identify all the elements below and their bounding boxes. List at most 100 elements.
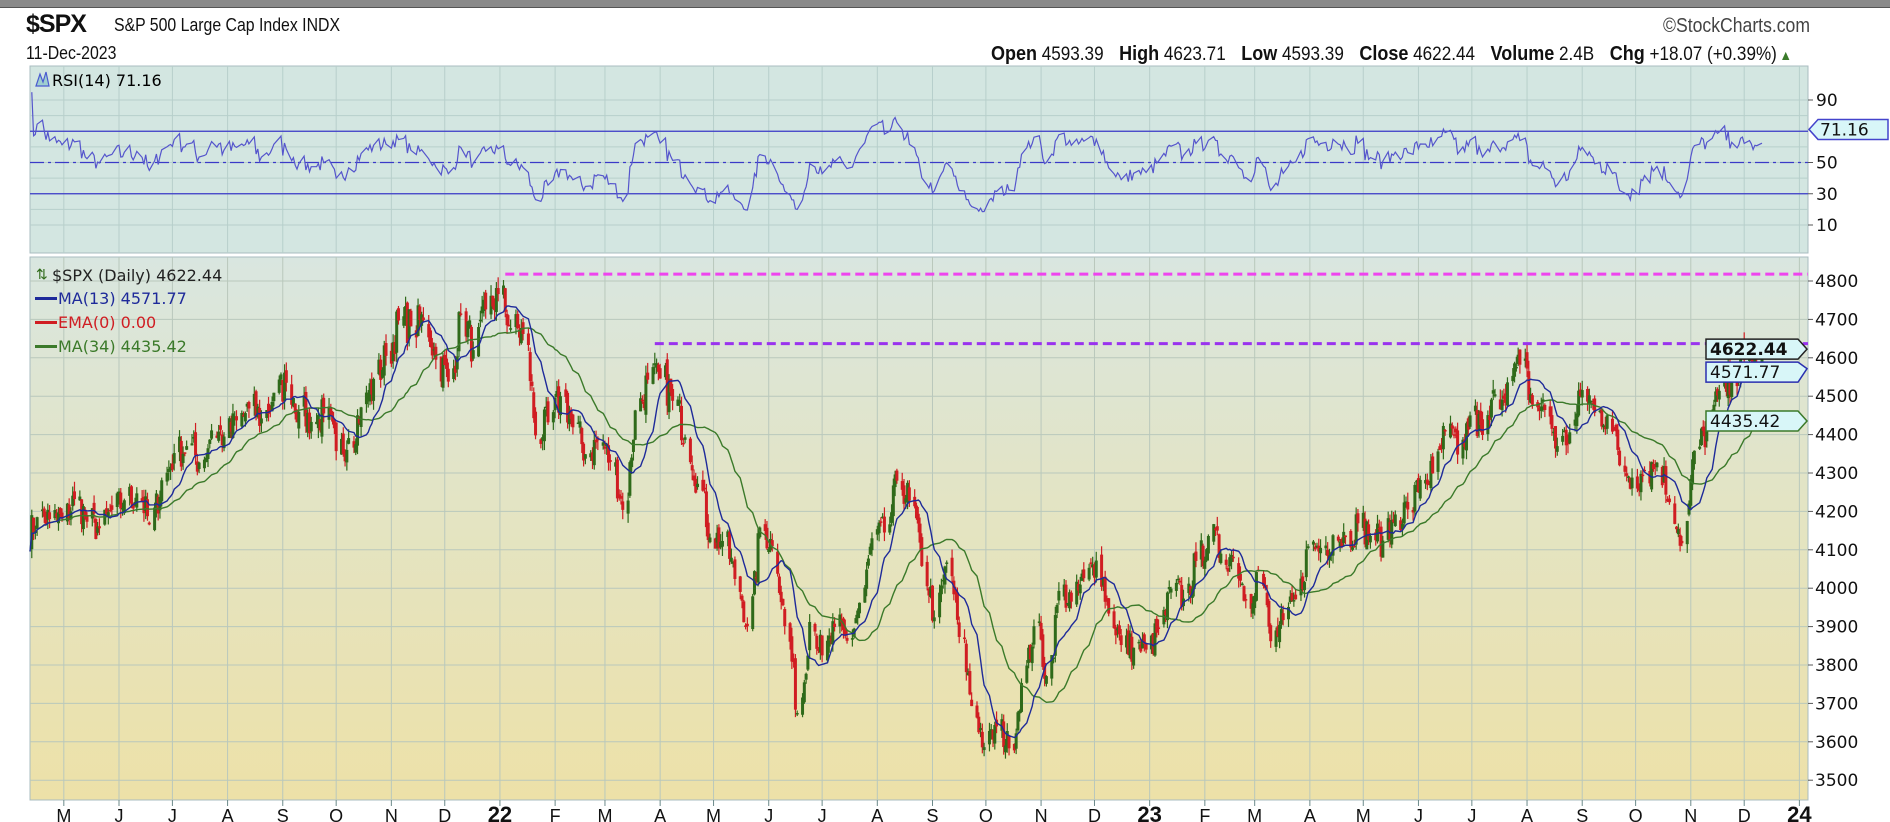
candle-body [377, 359, 381, 375]
x-tick-label: N [1684, 806, 1697, 822]
candle-body [825, 640, 829, 661]
candle-body [395, 311, 399, 353]
candle-body [259, 418, 263, 424]
candle-body [1219, 553, 1223, 564]
ma34-swatch [35, 345, 57, 348]
candle-body [1267, 600, 1271, 627]
candle-body [493, 306, 497, 311]
candle-body [384, 343, 388, 356]
candle-body [1564, 429, 1568, 446]
candle-body [1027, 647, 1031, 663]
candle-body [484, 292, 488, 310]
candle-body [108, 509, 112, 512]
candle-body [818, 634, 822, 653]
x-tick-label: M [1247, 806, 1262, 822]
candle-body [364, 392, 368, 405]
candle-body [1064, 584, 1068, 608]
candle-body [329, 407, 333, 414]
candle-body [1625, 473, 1629, 476]
candle-body [580, 428, 584, 445]
candle-body [815, 635, 819, 649]
axes: M J J A S O N D 22 F M A M J J A S O N D 23 F M A M J J A S O N D 24 4800… [56, 91, 1858, 822]
candle-body [546, 401, 550, 423]
candle-body [482, 299, 486, 311]
candle-body [42, 508, 46, 517]
candle-body [1028, 644, 1032, 660]
candle-body [1543, 404, 1547, 411]
candlestick-icon: ⇅ [36, 266, 48, 282]
candle-body [1114, 627, 1118, 636]
ohlc-summary: Open 4593.39 High 4623.71 Low 4593.39 Cl… [980, 43, 1792, 66]
candle-body [1516, 354, 1520, 365]
candle-body [829, 638, 833, 641]
candle-body [1603, 426, 1607, 430]
candle-body [1340, 538, 1344, 547]
candle-body [628, 462, 632, 496]
candle-body [1126, 630, 1130, 655]
y-tick-label: 4500 [1815, 387, 1858, 407]
candle-body [129, 486, 133, 504]
candle-body [105, 508, 109, 515]
candle-body [1112, 611, 1116, 629]
candle-body [1149, 635, 1153, 650]
candle-body [1639, 473, 1643, 493]
candle-body [1413, 484, 1417, 512]
candle-body [1304, 549, 1308, 578]
value-tag-box [1705, 338, 1809, 360]
candle-body [987, 730, 991, 745]
candle-body [534, 411, 538, 436]
candle-body [783, 609, 787, 627]
x-tick-label: N [385, 806, 398, 822]
candle-body [1125, 635, 1129, 648]
candle-body [1692, 450, 1696, 465]
candle-body [1137, 641, 1141, 644]
high-label: High [1119, 43, 1160, 65]
candle-body [117, 491, 121, 498]
candle-body [1214, 528, 1218, 531]
candle-body [354, 444, 358, 453]
candle-body [1226, 568, 1230, 572]
candle-body [1502, 395, 1506, 399]
candle-body [204, 457, 208, 463]
candle-body [592, 439, 596, 466]
rsi-series [30, 92, 1808, 213]
candle-body [341, 433, 345, 455]
candle-body [1555, 446, 1559, 452]
candle-body [430, 342, 434, 356]
candle-body [220, 434, 224, 446]
candle-body [1363, 518, 1367, 545]
candle-body [80, 499, 84, 525]
copyright-link[interactable]: ©StockCharts.com [1663, 15, 1810, 37]
candle-body [202, 459, 206, 469]
candle-body [1676, 529, 1680, 535]
candle-body [583, 454, 587, 459]
candle-body [78, 496, 82, 501]
candle-body [407, 309, 411, 339]
candle-body [468, 320, 472, 328]
candle-body [1429, 460, 1433, 489]
rsi-line [31, 92, 1763, 213]
candle-body [185, 446, 189, 450]
volume-value: 2.4B [1558, 44, 1595, 65]
candle-body [626, 500, 630, 514]
close-label: Close [1359, 43, 1409, 65]
candle-body [731, 561, 735, 564]
candle-body [1626, 476, 1630, 478]
candle-body [167, 469, 171, 472]
candle-body [1003, 745, 1007, 753]
candle-body [615, 459, 619, 499]
candle-body [1212, 524, 1216, 542]
candle-body [1680, 540, 1684, 544]
candle-body [795, 713, 799, 715]
candle-body [1392, 519, 1396, 523]
candle-body [503, 288, 507, 312]
candle-body [1354, 514, 1358, 545]
candle-body [106, 512, 110, 518]
candle-body [1466, 418, 1470, 430]
candle-body [44, 515, 48, 525]
candle-body [713, 538, 717, 549]
candle-body [1005, 731, 1009, 747]
candle-body [767, 548, 771, 552]
candle-body [432, 349, 436, 351]
